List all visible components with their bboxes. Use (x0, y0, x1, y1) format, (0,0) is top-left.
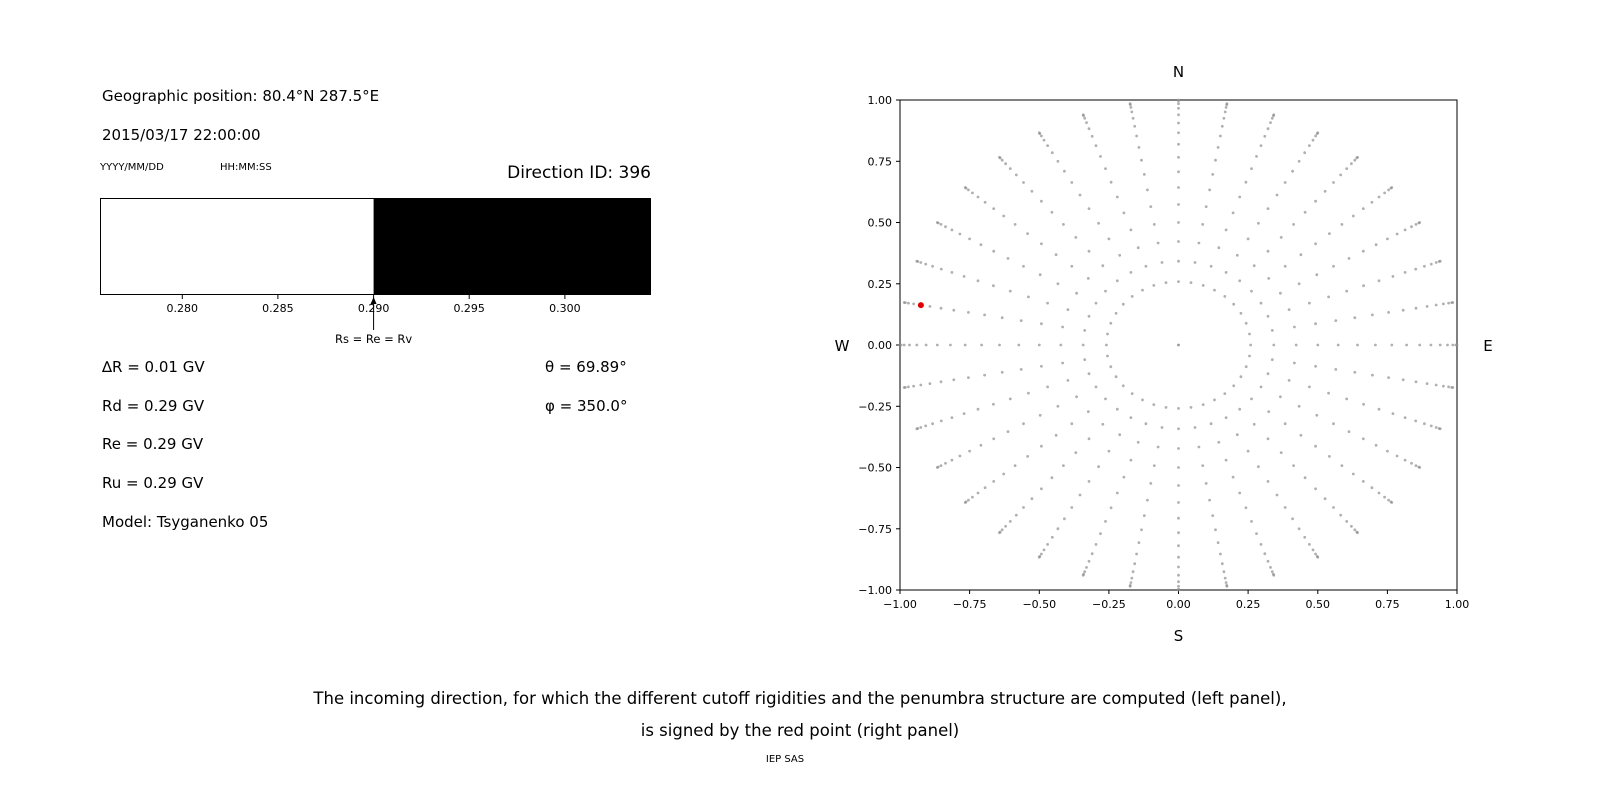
time-format-label: HH:MM:SS (220, 162, 272, 173)
penumbra-annotation: Rs = Re = Rv (335, 297, 412, 346)
svg-text:0.75: 0.75 (1375, 598, 1400, 611)
svg-text:−0.75: −0.75 (858, 523, 892, 536)
svg-text:1.00: 1.00 (1445, 598, 1470, 611)
geographic-position-label: Geographic position: 80.4°N 287.5°E (102, 87, 380, 105)
direction-id-label: Direction ID: 396 (507, 163, 651, 183)
theta-value: θ = 69.89° (545, 358, 627, 376)
figure-caption: The incoming direction, for which the di… (0, 683, 1600, 747)
svg-text:0.280: 0.280 (167, 302, 199, 315)
svg-text:0.00: 0.00 (1166, 598, 1191, 611)
direction-axes: −1.00 −0.75 −0.50 −0.25 0.00 0.25 0.50 0.75 1.00… (858, 94, 1469, 611)
svg-text:−0.75: −0.75 (953, 598, 987, 611)
compass-north-label: N (1173, 63, 1184, 81)
svg-text:−0.50: −0.50 (858, 462, 892, 475)
delta-r-value: ∆R = 0.01 GV (102, 358, 205, 376)
svg-text:0.25: 0.25 (868, 278, 893, 291)
svg-text:0.75: 0.75 (868, 155, 893, 168)
svg-text:0.25: 0.25 (1236, 598, 1261, 611)
svg-text:−0.25: −0.25 (1092, 598, 1126, 611)
svg-text:1.00: 1.00 (868, 94, 893, 107)
svg-text:0.00: 0.00 (868, 339, 893, 352)
direction-dots (898, 98, 1459, 592)
re-value: Re = 0.29 GV (102, 435, 204, 453)
rd-value: Rd = 0.29 GV (102, 397, 205, 415)
svg-text:−0.50: −0.50 (1022, 598, 1056, 611)
caption-line-2: is signed by the red point (right panel) (640, 721, 960, 740)
svg-text:0.50: 0.50 (868, 217, 893, 230)
svg-text:−1.00: −1.00 (883, 598, 917, 611)
ru-value: Ru = 0.29 GV (102, 474, 204, 492)
svg-text:−0.25: −0.25 (858, 400, 892, 413)
directions-chart: −1.00 −0.75 −0.50 −0.25 0.00 0.25 0.50 0.75 1.00… (835, 63, 1493, 645)
datetime-label: 2015/03/17 22:00:00 (102, 126, 261, 144)
svg-text:0.295: 0.295 (453, 302, 485, 315)
penumbra-axis: 0.280 0.285 0.290 0.295 0.300 (100, 198, 651, 315)
date-format-label: YYYY/MM/DD (100, 162, 164, 173)
model-label: Model: Tsyganenko 05 (102, 513, 269, 531)
svg-text:Rs = Re = Rv: Rs = Re = Rv (335, 332, 412, 346)
credit-label: IEP SAS (765, 754, 805, 765)
compass-east-label: E (1483, 337, 1492, 355)
selected-direction-point (917, 302, 924, 309)
svg-text:0.285: 0.285 (262, 302, 294, 315)
compass-west-label: W (835, 337, 850, 355)
phi-value: φ = 350.0° (545, 397, 628, 415)
directions-plot-area: −1.00 −0.75 −0.50 −0.25 0.00 0.25 0.50 0.75 1.00… (858, 94, 1469, 611)
compass-south-label: S (1174, 627, 1184, 645)
svg-text:−1.00: −1.00 (858, 584, 892, 597)
penumbra-regions (100, 198, 651, 295)
caption-line-1: The incoming direction, for which the di… (313, 689, 1287, 708)
svg-text:0.300: 0.300 (549, 302, 581, 315)
svg-text:0.50: 0.50 (1306, 598, 1331, 611)
